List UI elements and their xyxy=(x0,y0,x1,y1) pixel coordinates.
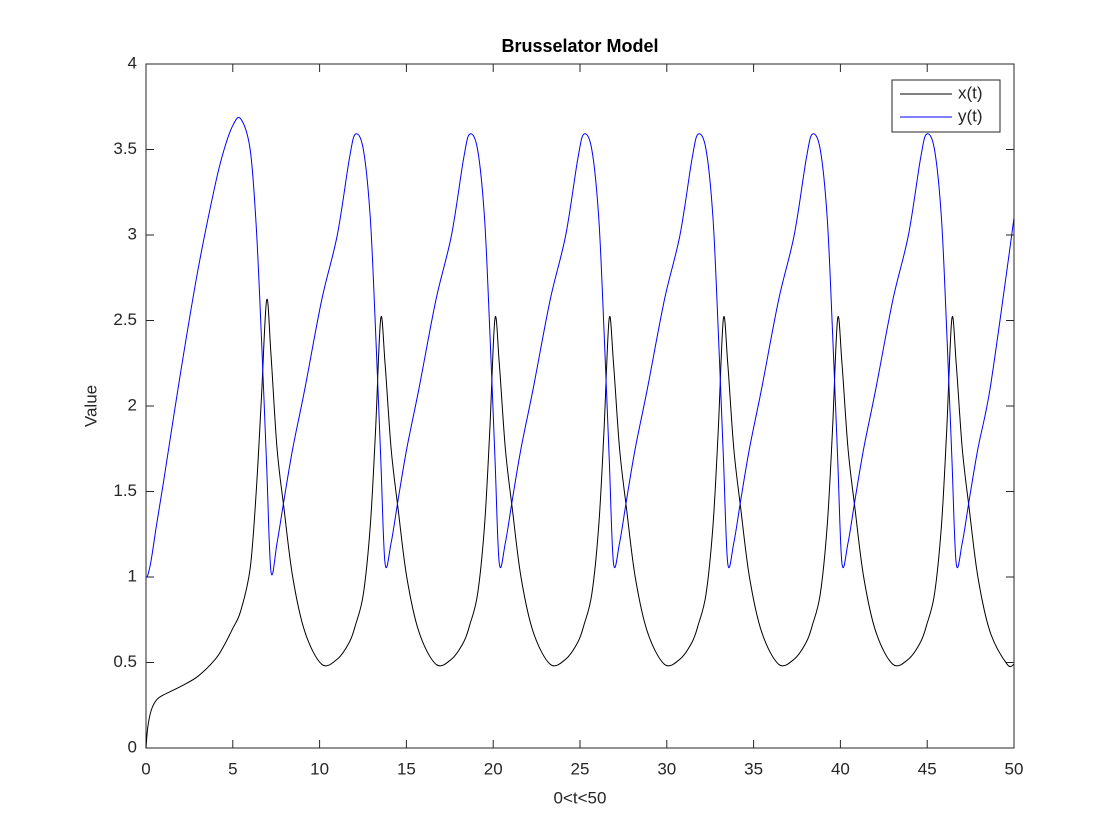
y-tick-label: 3.5 xyxy=(113,139,137,158)
legend-box xyxy=(891,79,1001,133)
x-tick-label: 10 xyxy=(310,759,329,778)
x-tick-label: 50 xyxy=(1005,759,1024,778)
y-tick-label: 1 xyxy=(128,566,137,585)
y-tick-label: 0 xyxy=(128,737,137,756)
x-tick-label: 15 xyxy=(397,759,416,778)
y-tick-label: 2.5 xyxy=(113,310,137,329)
legend-label: y(t) xyxy=(958,106,983,125)
y-tick-label: 2 xyxy=(128,395,137,414)
x-tick-label: 20 xyxy=(484,759,503,778)
x-axis-label: 0<t<50 xyxy=(554,788,607,807)
x-tick-label: 35 xyxy=(744,759,763,778)
plot-area xyxy=(145,63,1015,749)
y-tick-label: 4 xyxy=(128,53,137,72)
x-tick-label: 40 xyxy=(831,759,850,778)
y-tick-label: 0.5 xyxy=(113,652,137,671)
x-tick-label: 25 xyxy=(571,759,590,778)
x-tick-label: 30 xyxy=(657,759,676,778)
y-tick-label: 3 xyxy=(128,224,137,243)
y-axis-label: Value xyxy=(81,385,100,427)
x-tick-label: 5 xyxy=(228,759,237,778)
line-series xyxy=(145,116,1015,578)
x-tick-label: 0 xyxy=(141,759,150,778)
y-tick-label: 1.5 xyxy=(113,481,137,500)
legend-label: x(t) xyxy=(958,83,983,102)
chart-title: Brusselator Model xyxy=(501,36,658,56)
x-tick-label: 45 xyxy=(918,759,937,778)
